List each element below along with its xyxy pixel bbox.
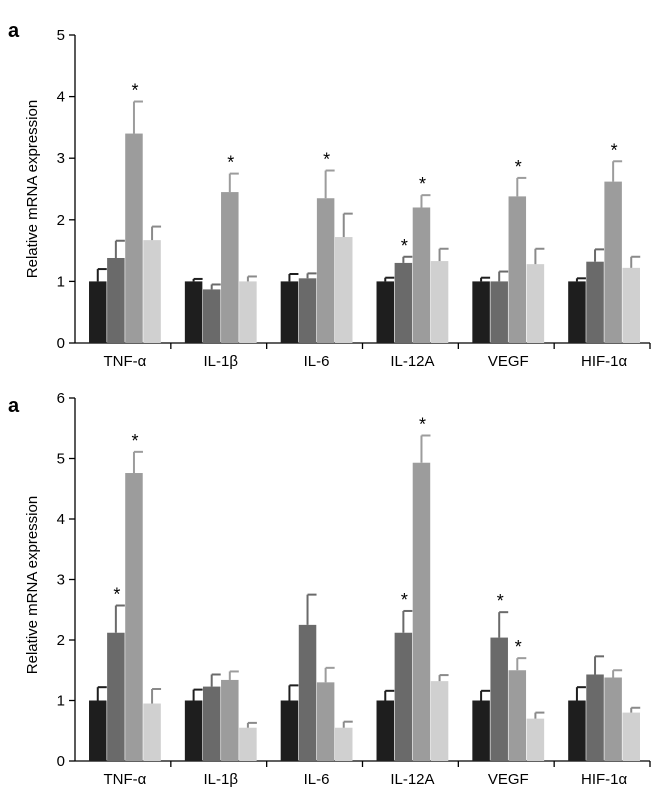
x-tick-label: IL-1β [204, 353, 239, 370]
y-tick-label: 2 [57, 212, 65, 229]
bar [508, 670, 527, 761]
x-tick-label: IL-1β [204, 771, 239, 788]
panel-label: a [8, 395, 20, 417]
x-tick-label: VEGF [488, 771, 529, 788]
bar [239, 281, 257, 343]
y-tick-label: 0 [57, 335, 65, 352]
significance-marker: * [515, 637, 522, 657]
y-tick-label: 4 [57, 511, 65, 528]
bar [143, 240, 161, 343]
bar [586, 674, 604, 761]
significance-marker: * [419, 174, 426, 194]
chart-panel-top: a 0 1 2 3 4 5 Relative mRNA expression TNF-α IL-… [0, 0, 653, 395]
bar [568, 700, 586, 761]
bar [316, 198, 335, 343]
bar [184, 700, 203, 761]
bar [604, 181, 622, 343]
bar [490, 281, 508, 343]
bar [622, 712, 640, 761]
bar [184, 281, 203, 343]
bar [508, 196, 527, 343]
x-tick-label: IL-6 [304, 353, 330, 370]
significance-marker: * [323, 150, 330, 170]
bar [490, 637, 508, 761]
significance-marker: * [401, 590, 408, 610]
x-tick-label: HIF-1α [581, 353, 628, 370]
y-tick-label: 2 [57, 632, 65, 649]
bar [622, 267, 640, 343]
y-tick-label: 3 [57, 150, 65, 167]
bar [394, 262, 413, 343]
significance-marker: * [497, 591, 504, 611]
y-tick-label: 1 [57, 693, 65, 710]
panel-label: a [8, 20, 20, 42]
bar [568, 281, 586, 343]
y-axis-title: Relative mRNA expression [24, 496, 41, 674]
bar [526, 718, 545, 761]
y-tick-label: 6 [57, 390, 65, 407]
bar [586, 261, 604, 343]
bar [89, 281, 107, 343]
significance-marker: * [131, 81, 138, 101]
x-tick-label: IL-12A [390, 771, 434, 788]
bar [298, 278, 317, 343]
bar [472, 281, 490, 343]
x-tick-label: VEGF [488, 353, 529, 370]
bar [376, 700, 395, 761]
y-tick-label: 1 [57, 273, 65, 290]
bar [221, 192, 239, 343]
bar [298, 624, 317, 761]
bar-chart-top: 0 1 2 3 4 5 Relative mRNA expression TNF-α IL-1β… [24, 27, 651, 370]
bar [107, 257, 125, 343]
bar [143, 703, 161, 761]
x-tick-label: HIF-1α [581, 771, 628, 788]
x-tick-label: TNF-α [104, 771, 147, 788]
bar-chart-bottom: 0 1 2 3 4 5 6 Relative mRNA expression TNF-α IL-1… [24, 390, 651, 788]
bar [221, 679, 239, 761]
bar [430, 681, 449, 761]
x-tick-label: TNF-α [104, 353, 147, 370]
x-tick-label: IL-6 [304, 771, 330, 788]
significance-marker: * [515, 157, 522, 177]
significance-marker: * [113, 585, 120, 605]
chart-panel-bottom: a 0 1 2 3 4 5 6 Relative mRNA expression TNF-α IL… [0, 390, 653, 791]
bar [280, 700, 299, 761]
significance-marker: * [227, 153, 234, 173]
bar [412, 462, 431, 761]
bar [412, 207, 431, 343]
bar [376, 281, 395, 343]
significance-marker: * [401, 236, 408, 256]
bar [89, 700, 107, 761]
x-tick-label: IL-12A [390, 353, 434, 370]
bar [280, 281, 299, 343]
bar [316, 682, 335, 761]
bar [604, 677, 622, 761]
bar [125, 473, 143, 761]
significance-marker: * [131, 431, 138, 451]
bar [202, 686, 221, 761]
significance-marker: * [611, 140, 618, 160]
y-tick-label: 5 [57, 27, 65, 44]
bar [472, 700, 490, 761]
y-tick-label: 5 [57, 451, 65, 468]
bar [334, 237, 353, 343]
bar [107, 632, 125, 761]
bar [239, 727, 257, 761]
y-tick-label: 4 [57, 89, 65, 106]
y-tick-label: 3 [57, 572, 65, 589]
bar [125, 133, 143, 343]
bar [202, 289, 221, 343]
bar [430, 261, 449, 343]
y-axis-title: Relative mRNA expression [24, 100, 41, 278]
bar [394, 632, 413, 761]
y-tick-label: 0 [57, 753, 65, 770]
bar [334, 727, 353, 761]
significance-marker: * [419, 415, 426, 435]
bar [526, 264, 545, 343]
